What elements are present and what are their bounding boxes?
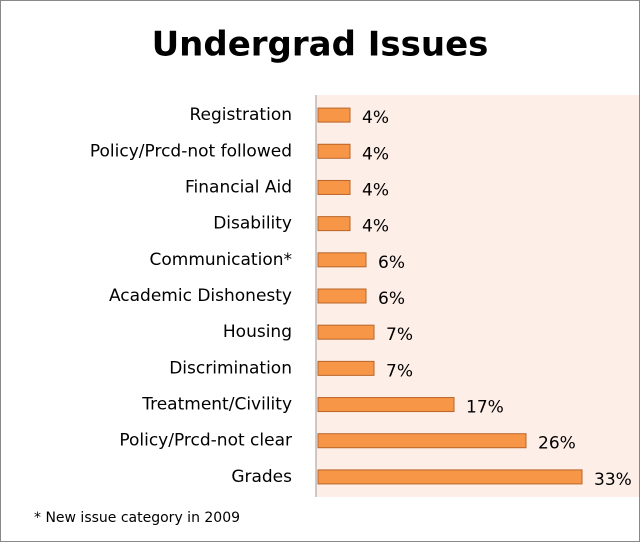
bar — [317, 179, 351, 195]
data-label: 17% — [466, 398, 504, 418]
data-label: 6% — [378, 289, 405, 309]
chart-title: Undergrad Issues — [152, 25, 489, 65]
bar — [317, 143, 351, 159]
bar — [317, 107, 351, 123]
data-label: 4% — [362, 144, 389, 164]
category-label: Policy/Prcd-not followed — [90, 141, 292, 161]
category-label: Academic Dishonesty — [109, 286, 292, 306]
category-label: Treatment/Civility — [141, 395, 292, 415]
data-label: 4% — [362, 180, 389, 200]
data-label: 4% — [362, 217, 389, 237]
plot-area — [316, 95, 639, 497]
bar — [317, 324, 375, 340]
category-label: Policy/Prcd-not clear — [119, 431, 292, 451]
category-label: Discrimination — [169, 358, 292, 378]
bar — [317, 288, 367, 304]
bar — [317, 216, 351, 232]
footnote: * New issue category in 2009 — [34, 510, 240, 526]
data-label: 6% — [378, 253, 405, 273]
data-label: 7% — [386, 361, 413, 381]
category-label: Communication* — [150, 250, 293, 270]
category-label: Grades — [231, 467, 292, 487]
bar — [317, 252, 367, 268]
category-label: Housing — [223, 322, 292, 342]
data-label: 26% — [538, 434, 576, 454]
data-label: 33% — [594, 470, 632, 490]
bar — [317, 433, 527, 449]
category-label: Disability — [213, 214, 292, 234]
data-label: 4% — [362, 108, 389, 128]
category-label: Financial Aid — [185, 177, 292, 197]
bar — [317, 360, 375, 376]
category-label: Registration — [189, 105, 292, 125]
bar — [317, 397, 455, 413]
data-label: 7% — [386, 325, 413, 345]
bar — [317, 469, 583, 485]
